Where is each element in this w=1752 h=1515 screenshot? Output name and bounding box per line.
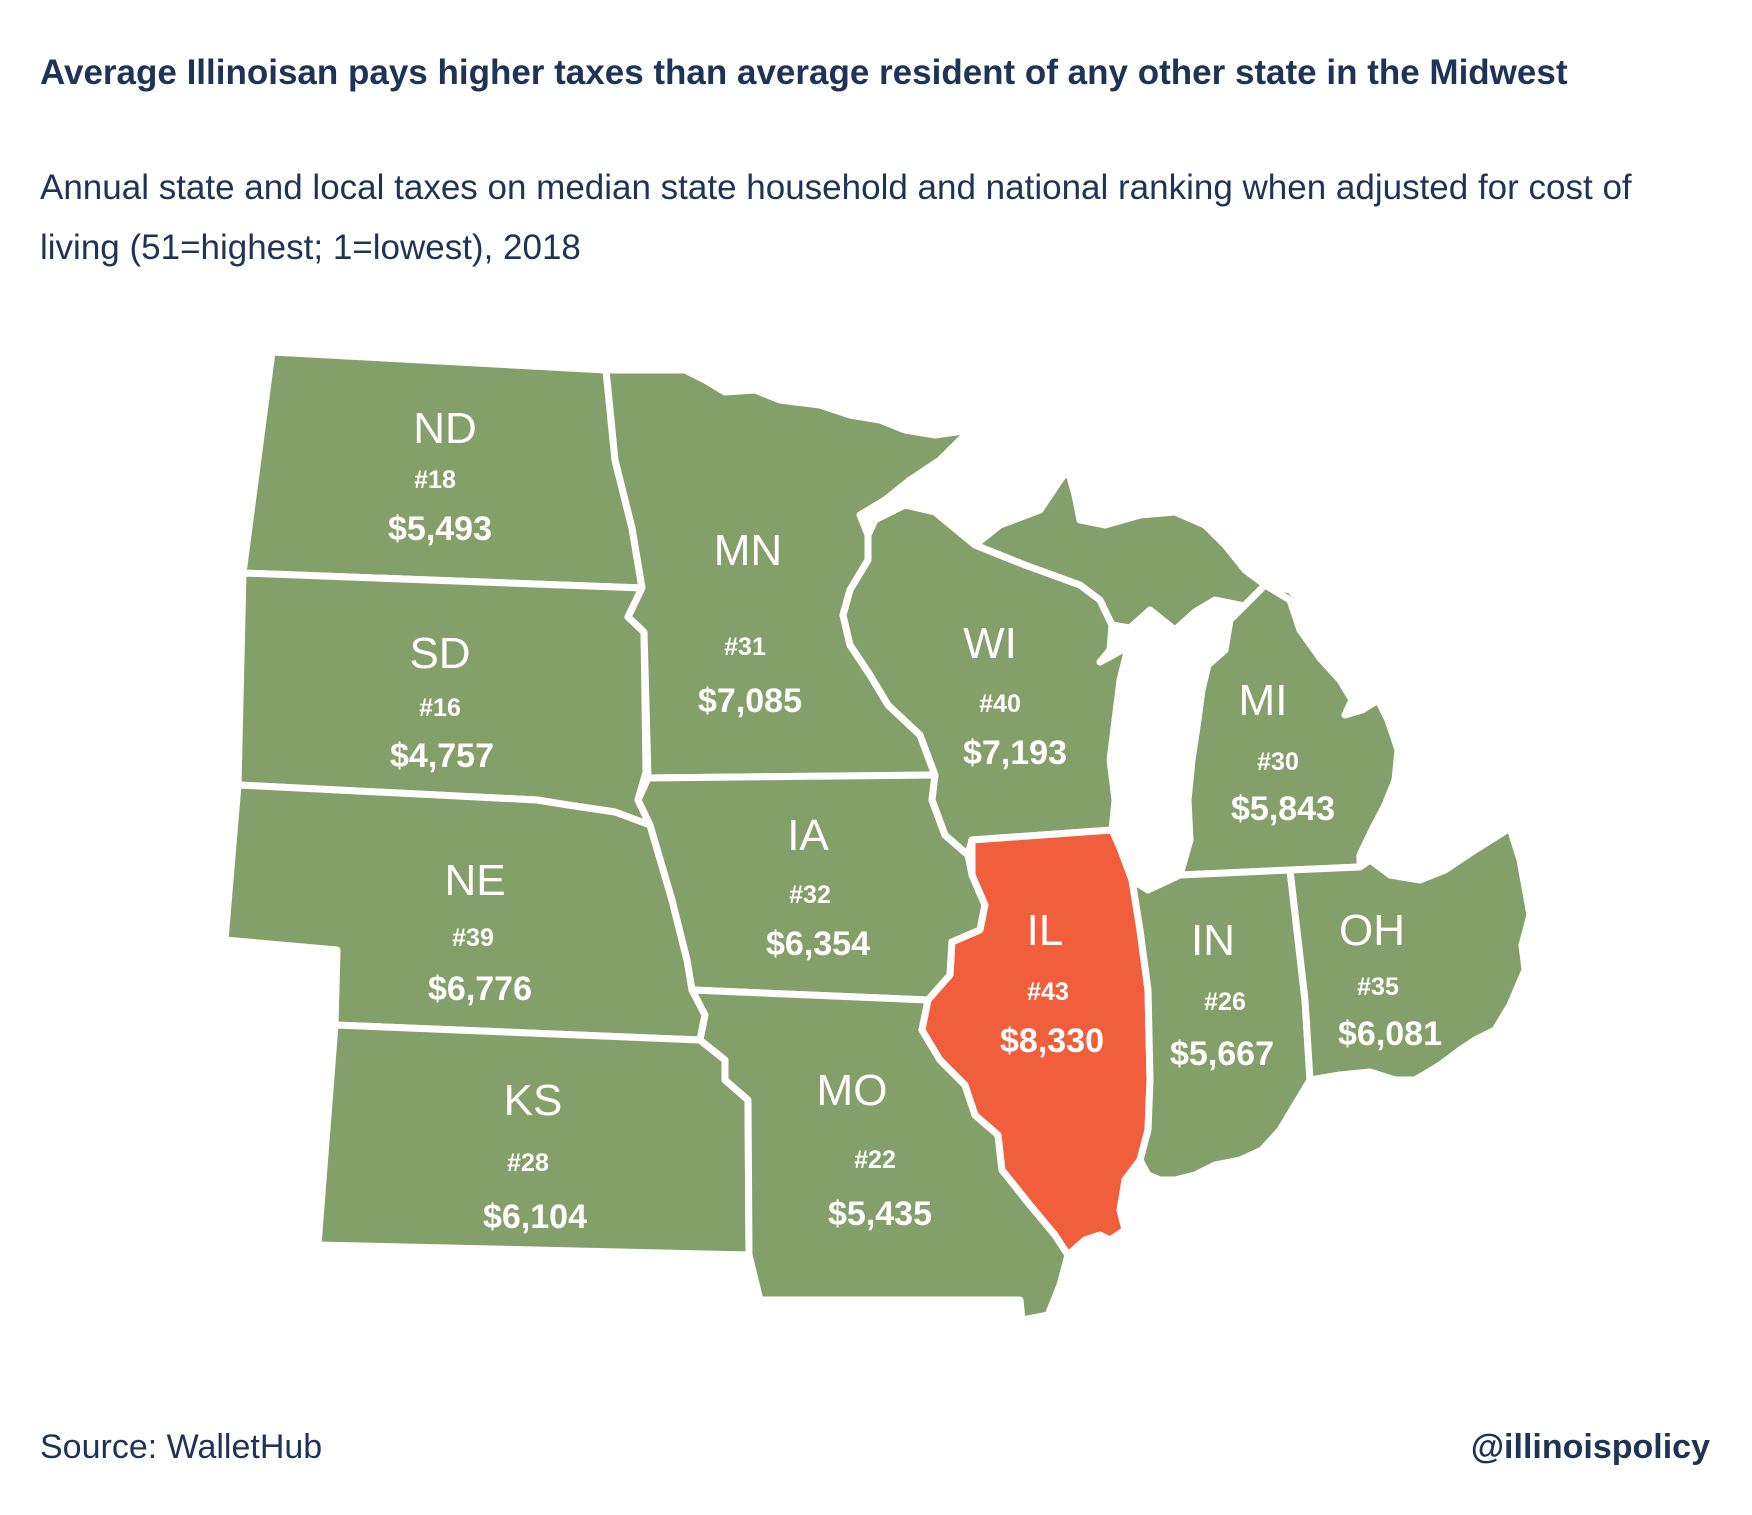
state-abbr-wi: WI (963, 619, 1017, 668)
state-tax-sd: $4,757 (390, 737, 494, 775)
state-abbr-sd: SD (409, 629, 470, 678)
state-rank-mi: #30 (1257, 748, 1299, 776)
state-tax-mi: $5,843 (1231, 790, 1335, 828)
state-abbr-nd: ND (413, 404, 477, 453)
state-tax-ia: $6,354 (766, 925, 870, 963)
state-rank-ks: #28 (507, 1149, 549, 1177)
state-abbr-ia: IA (787, 811, 829, 860)
state-rank-mn: #31 (724, 633, 766, 661)
state-tax-il: $8,330 (1000, 1022, 1104, 1060)
state-tax-oh: $6,081 (1338, 1015, 1442, 1053)
state-rank-nd: #18 (414, 466, 456, 494)
state-ks[interactable]: KS #28 $6,104 (314, 1021, 753, 1259)
state-abbr-ne: NE (444, 856, 505, 905)
state-ia[interactable]: IA #32 $6,354 (634, 771, 989, 1004)
state-in[interactable]: IN #26 $5,667 (1128, 866, 1314, 1184)
state-ne[interactable]: NE #39 $6,776 (221, 781, 709, 1044)
state-shape-mn (602, 366, 974, 782)
state-tax-nd: $5,493 (388, 510, 492, 548)
state-abbr-mi: MI (1239, 676, 1288, 725)
state-rank-wi: #40 (979, 690, 1021, 718)
state-abbr-ks: KS (504, 1076, 563, 1125)
state-tax-ne: $6,776 (428, 970, 532, 1008)
state-tax-wi: $7,193 (963, 734, 1067, 772)
state-mo[interactable]: MO #22 $5,435 (688, 986, 1072, 1324)
state-rank-oh: #35 (1357, 973, 1399, 1001)
state-tax-mn: $7,085 (698, 682, 802, 720)
state-mi[interactable]: MI #30 $5,843 (1176, 581, 1402, 879)
lake-michigan (1110, 610, 1180, 860)
state-rank-il: #43 (1027, 978, 1069, 1006)
state-abbr-in: IN (1191, 916, 1235, 965)
state-nd[interactable]: ND #18 $5,493 (239, 348, 646, 592)
state-oh[interactable]: OH #35 $6,081 (1286, 824, 1534, 1084)
state-rank-mo: #22 (854, 1146, 896, 1174)
state-il[interactable]: IL #43 $8,330 (918, 826, 1154, 1259)
social-handle: @illinoispolicy (1470, 1428, 1710, 1466)
state-tax-mo: $5,435 (828, 1195, 932, 1233)
state-rank-ne: #39 (452, 924, 494, 952)
state-rank-sd: #16 (419, 694, 461, 722)
source-note: Source: WalletHub (40, 1428, 323, 1466)
state-abbr-il: IL (1027, 906, 1064, 955)
state-abbr-mo: MO (817, 1066, 888, 1115)
state-shape-oh (1286, 824, 1534, 1084)
state-rank-in: #26 (1204, 988, 1246, 1016)
state-tax-ks: $6,104 (483, 1198, 587, 1236)
state-shape-mi-upper (971, 466, 1304, 634)
state-abbr-mn: MN (714, 526, 782, 575)
state-mn[interactable]: MN #31 $7,085 (602, 366, 974, 782)
state-rank-ia: #32 (789, 881, 831, 909)
state-tax-in: $5,667 (1170, 1035, 1274, 1073)
state-abbr-oh: OH (1339, 906, 1405, 955)
state-shape-mi (1176, 581, 1402, 879)
page-title: Average Illinoisan pays higher taxes tha… (40, 53, 1568, 92)
page-subtitle: Annual state and local taxes on median s… (40, 168, 1632, 267)
